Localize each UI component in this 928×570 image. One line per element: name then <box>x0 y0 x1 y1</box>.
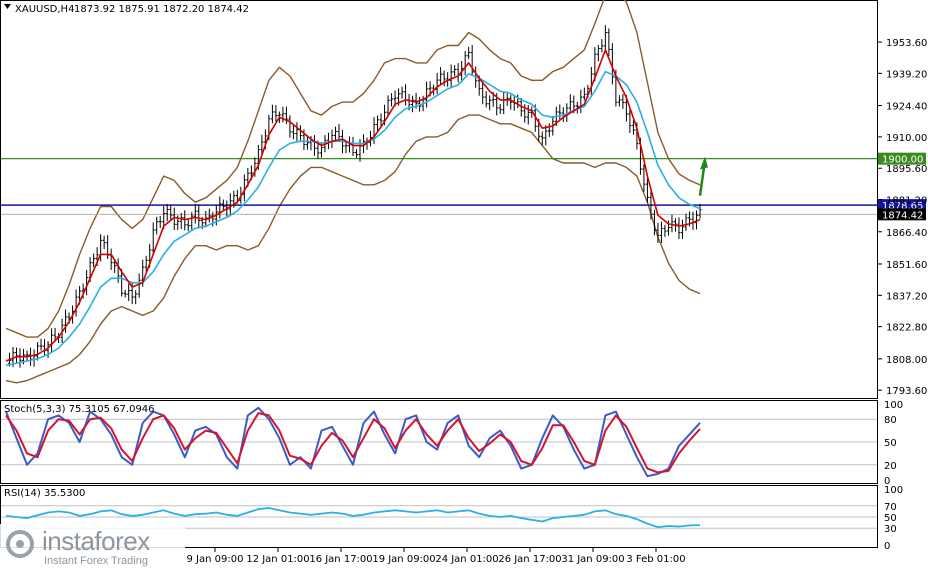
price-tick-label: 1866.40 <box>886 228 927 239</box>
rsi-tick-label: 70 <box>884 502 897 513</box>
trend-arrow <box>698 156 708 196</box>
price-tick-label: 1910.00 <box>886 133 927 144</box>
fast-ma-line <box>5 49 701 362</box>
instaforex-logo: instaforex Instant Forex Trading <box>0 524 185 570</box>
stoch-tick-label: 100 <box>884 400 903 411</box>
stoch-label: Stoch(5,3,3) 75.3105 67.0946 <box>4 404 155 415</box>
price-tick-label: 1822.80 <box>886 323 927 334</box>
ohlc-label: 1873.92 1875.91 1872.20 1874.42 <box>74 4 249 15</box>
last_label-box <box>878 208 926 221</box>
price-tick-label: 1924.40 <box>886 102 927 113</box>
main-pane[interactable] <box>0 0 878 399</box>
logo-tagline: Instant Forex Trading <box>44 555 148 567</box>
price-tick-label: 1953.60 <box>886 38 927 49</box>
green_label-box <box>878 152 926 165</box>
last_label-text: 1874.42 <box>882 210 923 221</box>
rsi-tick-label: 0 <box>884 541 890 552</box>
logo-icon <box>6 530 34 558</box>
green_label-text: 1900.00 <box>882 155 923 166</box>
time-tick-label: 9 Jan 09:00 <box>187 554 244 565</box>
price-axis: 1953.60 1939.20 1924.40 1910.00 1895.60 1881.… <box>878 38 927 552</box>
bollinger-upper-line <box>5 0 701 338</box>
time-tick-label: 19 Jan 09:00 <box>372 554 435 565</box>
rsi-series-line <box>5 507 701 528</box>
price-tick-label: 1851.60 <box>886 260 927 271</box>
stoch-tick-label: 50 <box>884 438 897 449</box>
stoch-tick-label: 80 <box>884 415 897 426</box>
price-tick-label: 1793.60 <box>886 386 927 397</box>
stoch-tick-label: 20 <box>884 461 897 472</box>
rsi-label: RSI(14) 35.5300 <box>4 488 85 499</box>
price-tick-label: 1939.20 <box>886 69 927 80</box>
stochastic-lines <box>5 406 701 478</box>
price-tick-label: 1881.20 <box>886 196 927 207</box>
up-arrow-shaft <box>698 167 706 196</box>
rsi-tick-label: 30 <box>884 524 897 535</box>
logo-wordmark: instaforex <box>42 526 150 556</box>
stoch-signal-line <box>5 412 701 474</box>
price-tick-label: 1808.00 <box>886 355 927 366</box>
time-tick-label: 24 Jan 01:00 <box>435 554 498 565</box>
bollinger-bands <box>5 0 701 384</box>
time-tick-label: 31 Jan 09:00 <box>561 554 624 565</box>
rsi-tick-label: 50 <box>884 513 897 524</box>
stoch-main-line <box>5 406 701 478</box>
time-tick-label: 26 Jan 17:00 <box>498 554 561 565</box>
blue_label-box <box>878 199 926 212</box>
price-tick-label: 1895.60 <box>886 164 927 175</box>
time-tick-label: 3 Feb 01:00 <box>626 554 685 565</box>
bollinger-lower-line <box>5 114 701 384</box>
time-axis: 9 Jan 09:00 12 Jan 01:00 16 Jan 17:00 19 Ja… <box>187 548 686 565</box>
stoch-tick-label: 0 <box>884 476 890 487</box>
blue_label-text: 1878.65 <box>882 201 923 212</box>
rsi-line <box>5 507 701 528</box>
symbol-label: XAUUSD,H4 <box>15 4 74 15</box>
slow-ma-line <box>5 70 701 367</box>
symbol-dropdown-icon[interactable] <box>4 4 11 9</box>
time-tick-label: 12 Jan 01:00 <box>246 554 309 565</box>
price-tick-label: 1837.20 <box>886 291 927 302</box>
rsi-tick-label: 100 <box>884 485 903 496</box>
moving-averages <box>5 49 701 367</box>
up-arrow-head <box>700 156 708 170</box>
time-tick-label: 16 Jan 17:00 <box>309 554 372 565</box>
